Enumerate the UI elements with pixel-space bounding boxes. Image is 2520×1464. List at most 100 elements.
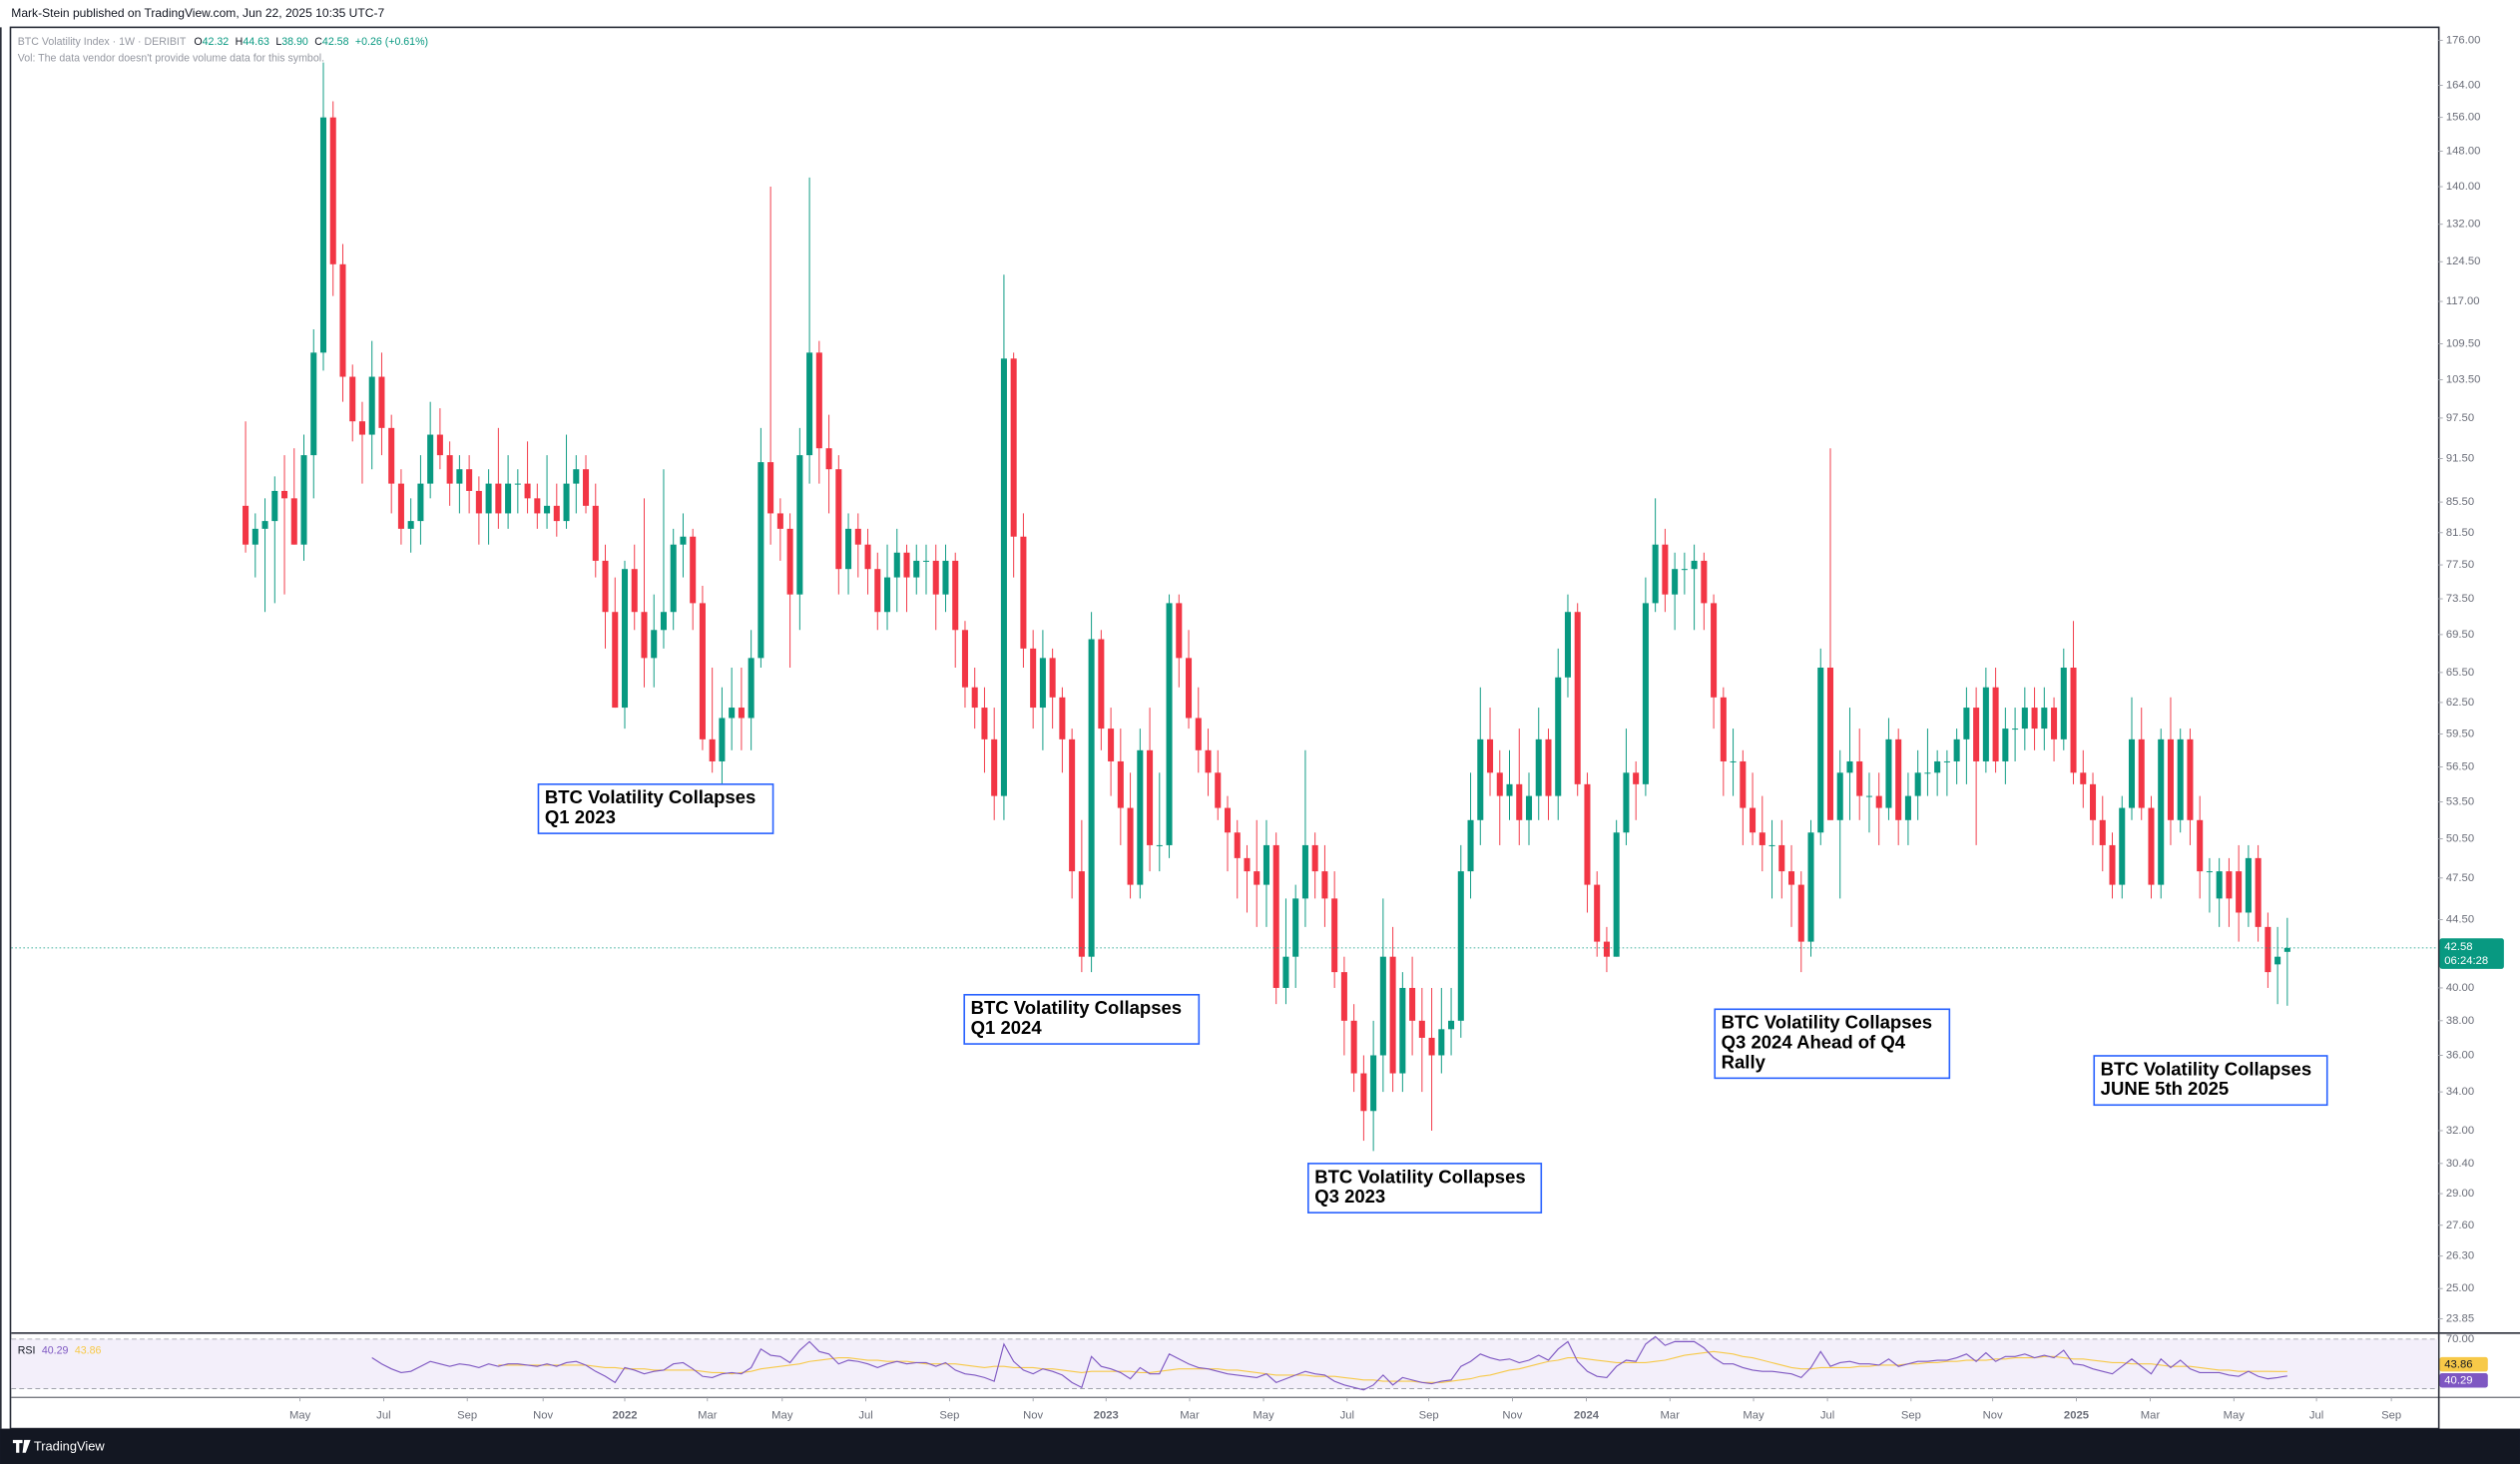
candle-body — [2265, 926, 2271, 973]
candle-body — [1301, 844, 1308, 899]
rsi-tag — [2439, 1373, 2488, 1388]
candle-body — [1506, 783, 1513, 796]
rsi-ma-line — [498, 1350, 2287, 1383]
y-tick-label: 47.50 — [2446, 872, 2474, 884]
candle-body — [1535, 738, 1542, 796]
x-tick-label: Sep — [1419, 1410, 1439, 1422]
candle-body — [553, 505, 560, 522]
candle-body — [1000, 358, 1007, 796]
candle-body — [1127, 807, 1134, 885]
candle-body — [2167, 738, 2174, 820]
candle-body — [300, 455, 307, 545]
candle-body — [1379, 956, 1386, 1056]
candle-body — [1740, 760, 1747, 808]
candle-body — [1652, 544, 1659, 604]
candle-body — [1633, 772, 1640, 784]
candle-body — [922, 560, 930, 562]
candle-body — [1098, 639, 1105, 730]
candle-body — [2012, 729, 2019, 731]
candle-body — [427, 434, 434, 484]
candle-body — [514, 483, 521, 485]
annotation-text: Q3 2024 Ahead of Q4 — [1722, 1031, 1906, 1052]
candle-body — [1311, 844, 1318, 872]
candle-body — [1865, 795, 1872, 797]
candle-body — [991, 738, 998, 796]
x-tick-label: May — [289, 1410, 311, 1422]
candle-body — [252, 528, 258, 545]
candle-body — [884, 577, 891, 613]
candle-body — [368, 376, 375, 435]
y-tick-label: 164.00 — [2446, 80, 2480, 92]
candle-body — [1186, 658, 1193, 719]
y-tick-label: 30.40 — [2446, 1158, 2474, 1170]
candle-body — [893, 552, 900, 578]
candle-body — [563, 483, 570, 522]
y-tick-label: 23.85 — [2446, 1312, 2474, 1324]
candle-body — [1730, 760, 1737, 762]
candle-body — [1642, 603, 1649, 784]
candle-body — [1623, 772, 1630, 833]
candle-body — [1370, 1055, 1377, 1112]
ohlc-prefix: C — [314, 36, 322, 48]
y-tick-label: 81.50 — [2446, 527, 2474, 539]
y-tick-label: 27.60 — [2446, 1220, 2474, 1231]
candle-body — [2099, 819, 2106, 845]
rsi-ma-tag-label: 43.86 — [2444, 1359, 2472, 1371]
candle-body — [2031, 708, 2038, 730]
candle-body — [1069, 738, 1076, 872]
ohlc-prefix: O — [194, 36, 202, 48]
y-tick-label: 53.50 — [2446, 796, 2474, 808]
candle-body — [1467, 819, 1474, 872]
candle-body — [466, 469, 473, 491]
y-tick-label: 176.00 — [2446, 34, 2480, 46]
y-tick-label: 148.00 — [2446, 145, 2480, 157]
y-tick-label: 65.50 — [2446, 667, 2474, 679]
x-tick-label: Nov — [1023, 1410, 1043, 1422]
candle-body — [2041, 708, 2048, 730]
rsi-line — [371, 1335, 2287, 1391]
candle-body — [1088, 639, 1095, 957]
candle-body — [475, 490, 482, 514]
x-tick-label: 2022 — [612, 1410, 637, 1422]
candle-body — [1147, 749, 1154, 845]
candle-body — [485, 483, 492, 514]
candle-body — [690, 536, 697, 604]
candle-body — [495, 483, 502, 514]
x-tick-label: 2025 — [2064, 1410, 2089, 1422]
candle-body — [845, 528, 852, 570]
candle-body — [339, 263, 346, 377]
change-value: +0.26 (+0.61%) — [355, 36, 428, 48]
candle-body — [2148, 807, 2155, 885]
candle-body — [1234, 832, 1241, 858]
candle-body — [1856, 760, 1863, 796]
candle-body — [2002, 729, 2009, 761]
candle-body — [573, 469, 580, 484]
candle-body — [2245, 857, 2252, 913]
candle-body — [2236, 871, 2243, 913]
candle-body — [1914, 772, 1921, 796]
candle-body — [602, 560, 609, 613]
annotation-box — [2093, 1055, 2328, 1107]
x-tick-label: Jul — [376, 1410, 390, 1422]
rsi-ma-tag — [2439, 1356, 2488, 1372]
y-tick-label: 156.00 — [2446, 112, 2480, 124]
x-tick-label: Nov — [1983, 1410, 2003, 1422]
candle-body — [1545, 738, 1552, 796]
candle-body — [310, 352, 317, 456]
x-tick-label: Sep — [2381, 1410, 2401, 1422]
candle-body — [2060, 667, 2067, 739]
annotation-text: Q1 2024 — [971, 1017, 1043, 1038]
candle-body — [971, 687, 978, 709]
annotation-text: Q3 2023 — [1314, 1186, 1385, 1207]
candle-body — [932, 560, 939, 595]
x-tick-label: Nov — [1502, 1410, 1522, 1422]
candle-body — [1846, 760, 1853, 773]
y-tick-label: 77.50 — [2446, 559, 2474, 571]
candle-body — [1399, 987, 1406, 1074]
x-tick-label: May — [1253, 1410, 1274, 1422]
candle-body — [738, 708, 745, 719]
x-tick-label: 2024 — [1574, 1410, 1600, 1422]
candle-body — [1389, 956, 1396, 1074]
candle-body — [2158, 738, 2165, 885]
